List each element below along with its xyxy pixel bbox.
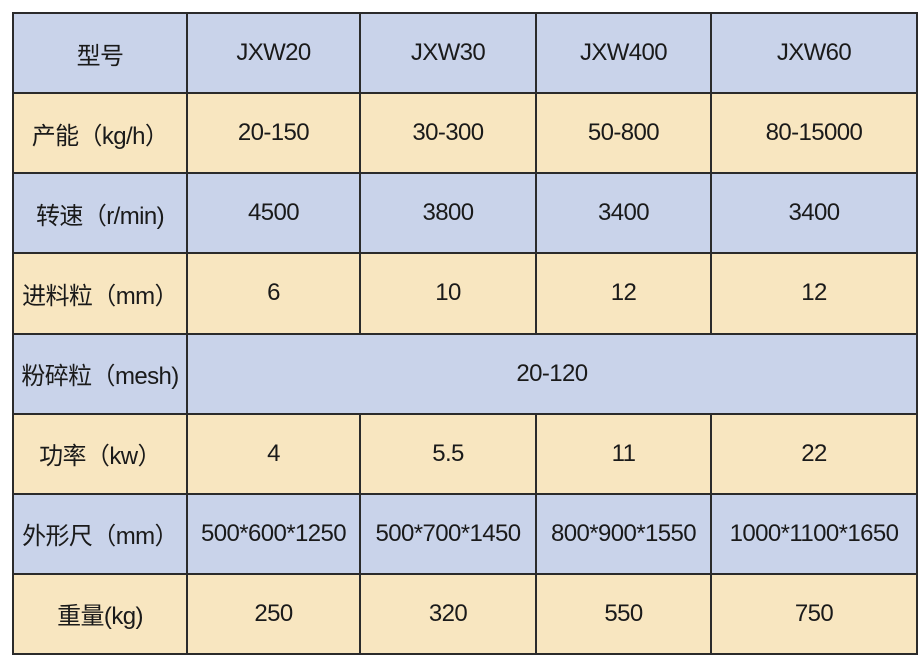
table-row: 产能（kg/h） 20-150 30-300 50-800 80-15000 xyxy=(12,92,918,175)
table-cell: 5.5 xyxy=(359,412,537,495)
table-cell: 20-120 xyxy=(186,332,918,415)
table-cell: 22 xyxy=(710,412,918,495)
table-cell: 12 xyxy=(535,252,712,335)
table-cell: 500*700*1450 xyxy=(359,492,537,575)
table-row: 进料粒（mm） 6 10 12 12 xyxy=(12,252,918,335)
table-row: 转速（r/min) 4500 3800 3400 3400 xyxy=(12,172,918,255)
table-body: 型号 JXW20 JXW30 JXW400 JXW60 产能（kg/h） 20-150 30-… xyxy=(12,11,918,656)
table-cell: 1000*1100*1650 xyxy=(710,492,918,575)
table-cell: 11 xyxy=(535,412,712,495)
table-cell: 320 xyxy=(359,572,537,656)
table-cell: 80-15000 xyxy=(710,92,918,175)
row-label: 进料粒（mm） xyxy=(12,252,188,335)
table-cell: 500*600*1250 xyxy=(186,492,361,575)
table-row: 型号 JXW20 JXW30 JXW400 JXW60 xyxy=(12,11,918,95)
table-row: 功率（kw） 4 5.5 11 22 xyxy=(12,412,918,495)
table-row: 重量(kg) 250 320 550 750 xyxy=(12,572,918,656)
table-row: 外形尺（mm） 500*600*1250 500*700*1450 800*900*1… xyxy=(12,492,918,575)
table-cell: 550 xyxy=(535,572,712,656)
table-cell: 4500 xyxy=(186,172,361,255)
header-cell: JXW30 xyxy=(359,11,537,95)
table-cell: 3400 xyxy=(710,172,918,255)
header-cell: JXW400 xyxy=(535,11,712,95)
header-cell: JXW60 xyxy=(710,11,918,95)
table-cell: 6 xyxy=(186,252,361,335)
row-label: 粉碎粒（mesh) xyxy=(12,332,188,415)
table-row: 粉碎粒（mesh) 20-120 xyxy=(12,332,918,415)
row-label: 外形尺（mm） xyxy=(12,492,188,575)
spec-table: 型号 JXW20 JXW30 JXW400 JXW60 产能（kg/h） 20-150 30-… xyxy=(12,11,918,656)
table-cell: 4 xyxy=(186,412,361,495)
table-cell: 750 xyxy=(710,572,918,656)
table-cell: 10 xyxy=(359,252,537,335)
row-label: 转速（r/min) xyxy=(12,172,188,255)
row-label: 产能（kg/h） xyxy=(12,92,188,175)
row-label: 重量(kg) xyxy=(12,572,188,656)
table-cell: 3800 xyxy=(359,172,537,255)
table-cell: 3400 xyxy=(535,172,712,255)
table-cell: 20-150 xyxy=(186,92,361,175)
table-cell: 800*900*1550 xyxy=(535,492,712,575)
table-cell: 12 xyxy=(710,252,918,335)
table-cell: 30-300 xyxy=(359,92,537,175)
row-label: 功率（kw） xyxy=(12,412,188,495)
header-cell: JXW20 xyxy=(186,11,361,95)
table-cell: 50-800 xyxy=(535,92,712,175)
header-cell: 型号 xyxy=(12,11,188,95)
table-cell: 250 xyxy=(186,572,361,656)
